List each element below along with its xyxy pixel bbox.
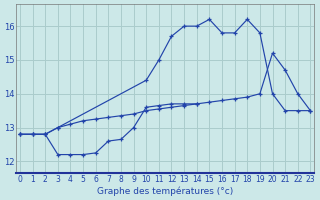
- X-axis label: Graphe des températures (°c): Graphe des températures (°c): [97, 186, 233, 196]
